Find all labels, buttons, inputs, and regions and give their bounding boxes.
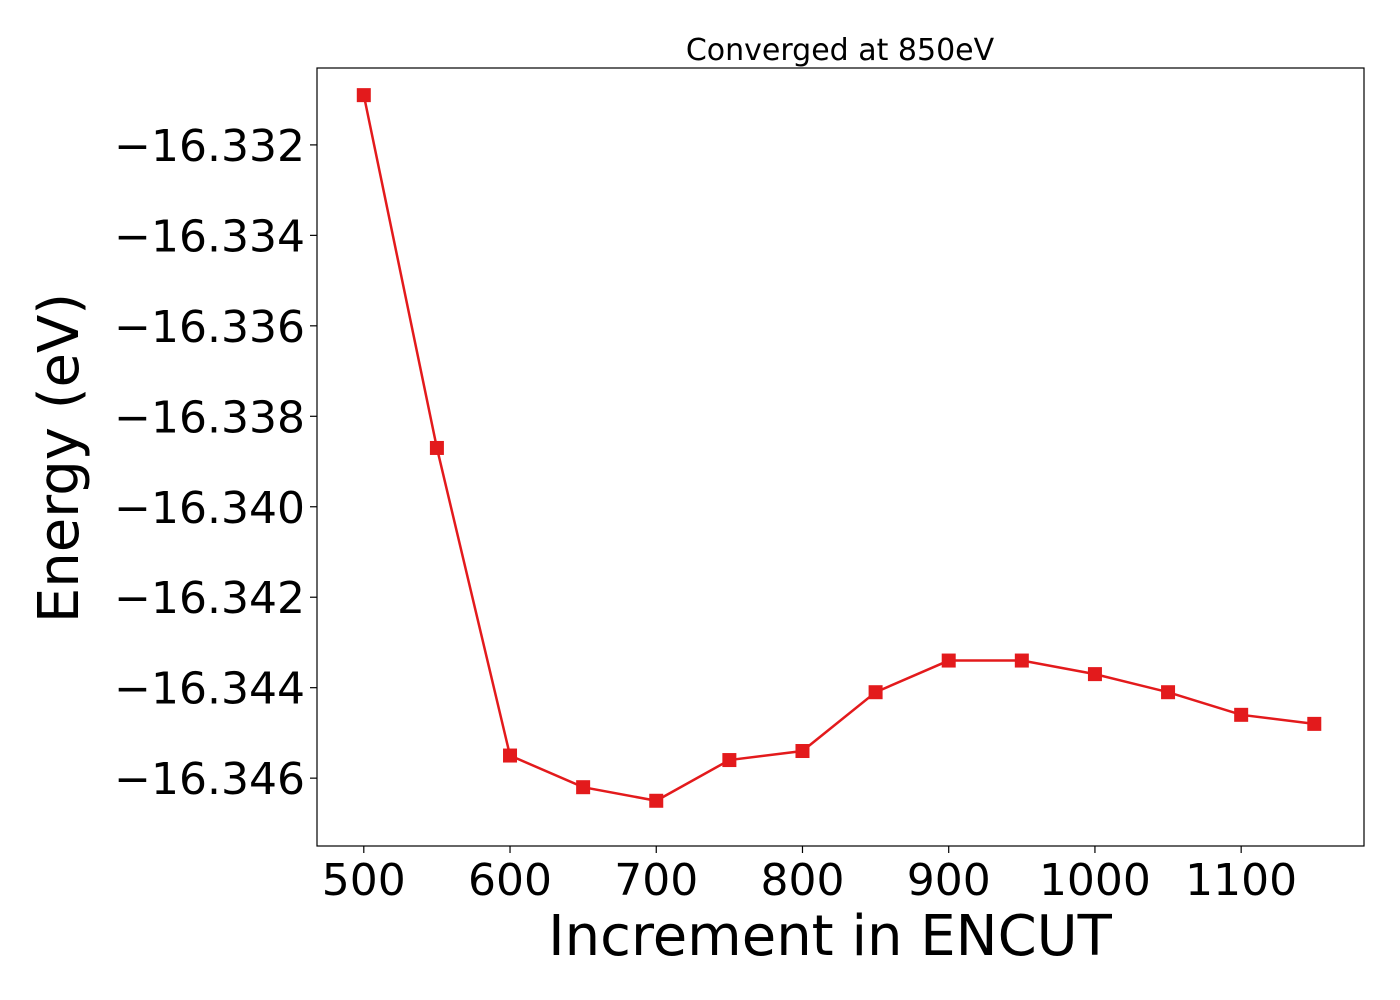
data-point-marker [576, 780, 591, 795]
data-point-marker [649, 793, 664, 808]
y-tick-label: −16.344 [114, 664, 305, 715]
data-point-marker [356, 88, 371, 103]
y-tick-label: −16.340 [114, 483, 305, 534]
chart-title: Converged at 850eV [686, 33, 995, 68]
y-tick-label: −16.342 [114, 573, 305, 624]
energy-series-markers [356, 88, 1322, 808]
x-tick-label: 700 [614, 855, 698, 906]
x-tick-label: 900 [907, 855, 991, 906]
x-axis: 500 600 700 800 900 1000 1100 [322, 846, 1297, 906]
data-point-marker [503, 748, 518, 763]
x-tick-label: 800 [760, 855, 844, 906]
x-tick-label: 500 [322, 855, 406, 906]
y-axis-label: Energy (eV) [27, 293, 92, 623]
y-tick-label: −16.334 [114, 211, 305, 262]
data-point-marker [1307, 716, 1322, 731]
x-tick-label: 1000 [1039, 855, 1151, 906]
x-axis-label: Increment in ENCUT [548, 904, 1113, 969]
y-tick-label: −16.338 [114, 392, 305, 443]
data-point-marker [1234, 707, 1249, 722]
data-point-marker [868, 685, 883, 700]
y-tick-label: −16.332 [114, 121, 305, 172]
data-point-marker [1161, 685, 1176, 700]
data-point-marker [722, 753, 737, 768]
y-tick-label: −16.346 [114, 754, 305, 805]
y-axis: −16.332 −16.334 −16.336 −16.338 −16.340 −16.3… [114, 121, 317, 805]
data-point-marker [1014, 653, 1029, 668]
y-tick-label: −16.336 [114, 302, 305, 353]
data-point-marker [429, 440, 444, 455]
data-point-marker [941, 653, 956, 668]
energy-series-line [362, 94, 1315, 803]
data-point-marker [1087, 667, 1102, 682]
plot-area-frame [316, 67, 1365, 847]
x-tick-label: 600 [468, 855, 552, 906]
data-point-marker [795, 744, 810, 759]
x-tick-label: 1100 [1185, 855, 1297, 906]
